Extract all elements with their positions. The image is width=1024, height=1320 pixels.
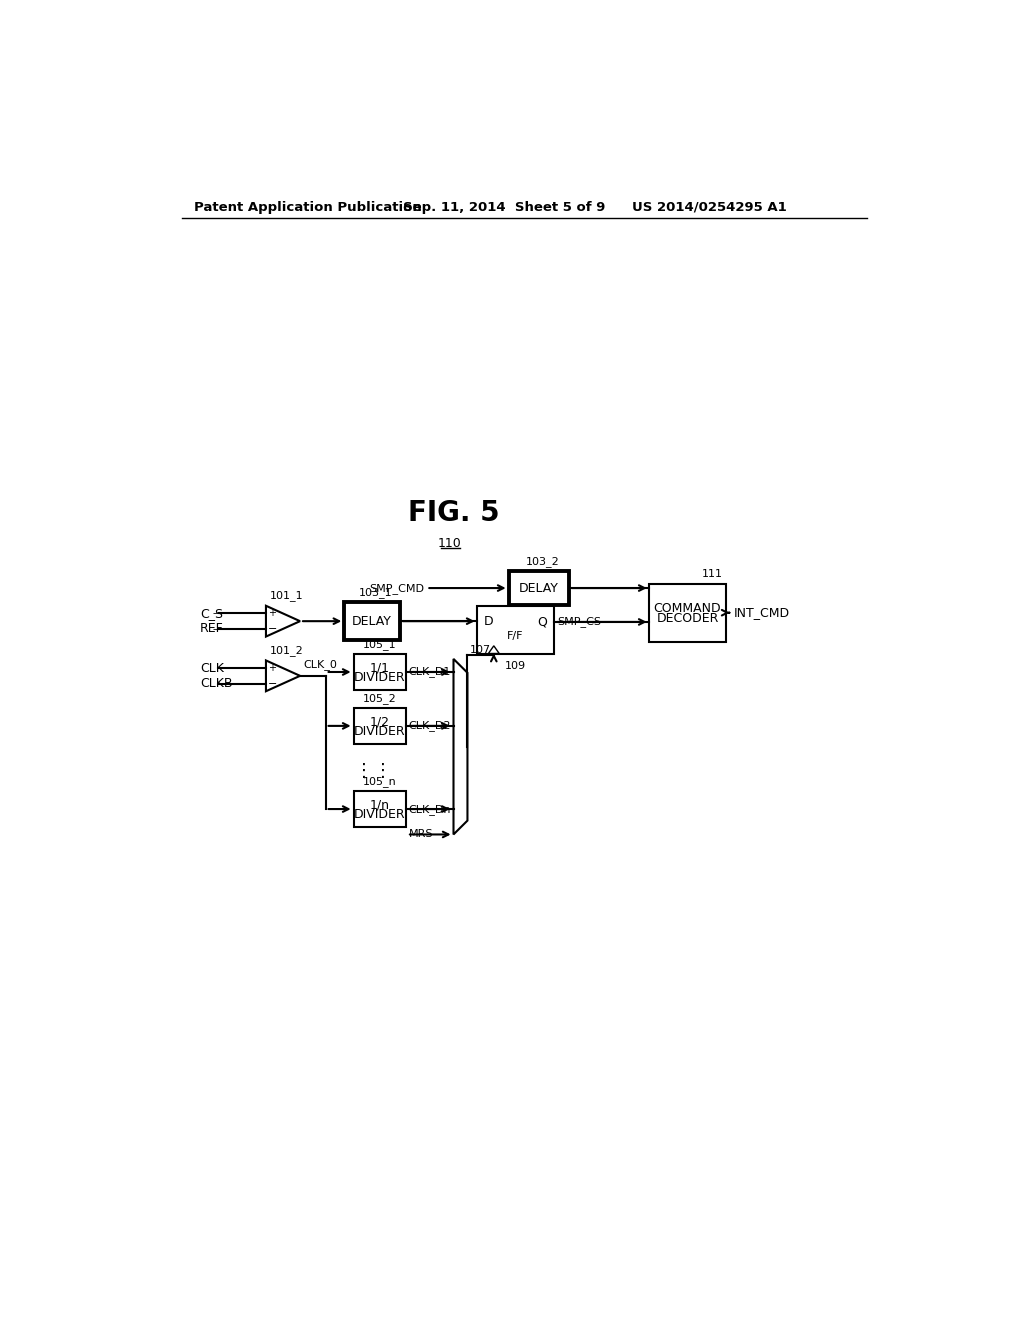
Text: INT_CMD: INT_CMD	[734, 606, 791, 619]
Text: SMP_CMD: SMP_CMD	[369, 582, 424, 594]
Bar	[649, 583, 726, 642]
Text: ⋮: ⋮	[374, 762, 392, 780]
Text: F/F: F/F	[507, 631, 523, 640]
Text: Q: Q	[538, 615, 547, 628]
Text: ⋮: ⋮	[355, 762, 374, 780]
Text: DIVIDER: DIVIDER	[354, 808, 406, 821]
Text: SMP_CS: SMP_CS	[557, 616, 601, 627]
Bar	[353, 792, 407, 826]
Text: US 2014/0254295 A1: US 2014/0254295 A1	[632, 201, 786, 214]
Text: —: —	[212, 624, 222, 634]
Text: 101_1: 101_1	[270, 590, 304, 601]
Text: DIVIDER: DIVIDER	[354, 671, 406, 684]
Text: CLK_D1: CLK_D1	[409, 667, 451, 677]
Text: 101_2: 101_2	[270, 645, 304, 656]
Bar	[477, 606, 554, 653]
Text: 103_2: 103_2	[525, 556, 559, 568]
Text: Patent Application Publication: Patent Application Publication	[194, 201, 422, 214]
Text: CLK_0: CLK_0	[303, 660, 337, 671]
Text: 1/1: 1/1	[370, 661, 390, 675]
Bar	[353, 655, 407, 689]
Text: 111: 111	[701, 569, 722, 579]
Text: 110: 110	[437, 537, 462, 550]
Text: 107: 107	[470, 645, 490, 655]
Text: C_S: C_S	[200, 607, 223, 620]
Text: FIG. 5: FIG. 5	[408, 499, 500, 527]
Bar	[353, 709, 407, 743]
Text: DECODER: DECODER	[656, 611, 719, 624]
Text: D: D	[483, 615, 494, 628]
Text: +: +	[268, 609, 276, 619]
Text: 105_2: 105_2	[362, 693, 396, 705]
Text: CLK_Dn: CLK_Dn	[409, 804, 451, 814]
Text: −: −	[267, 678, 276, 689]
Text: 105_1: 105_1	[364, 639, 396, 651]
Text: REF: REF	[200, 622, 224, 635]
Text: −: −	[267, 624, 276, 634]
Text: —: —	[212, 609, 222, 619]
Text: DELAY: DELAY	[352, 615, 392, 628]
Text: +: +	[268, 663, 276, 673]
Text: CLKB: CLKB	[200, 677, 232, 690]
Text: 1/n: 1/n	[370, 799, 390, 812]
Text: CLK_D2: CLK_D2	[409, 721, 451, 731]
Text: CLK: CLK	[200, 661, 224, 675]
Text: DIVIDER: DIVIDER	[354, 725, 406, 738]
Text: 1/2: 1/2	[370, 715, 390, 729]
Bar	[509, 572, 569, 605]
Text: Sep. 11, 2014  Sheet 5 of 9: Sep. 11, 2014 Sheet 5 of 9	[403, 201, 605, 214]
Bar	[344, 602, 400, 640]
Text: DELAY: DELAY	[519, 582, 559, 594]
Text: 105_n: 105_n	[362, 776, 396, 788]
Text: COMMAND: COMMAND	[653, 602, 721, 615]
Text: 103_1: 103_1	[359, 587, 393, 598]
Text: 109: 109	[505, 661, 526, 671]
Text: MRS: MRS	[409, 829, 433, 840]
